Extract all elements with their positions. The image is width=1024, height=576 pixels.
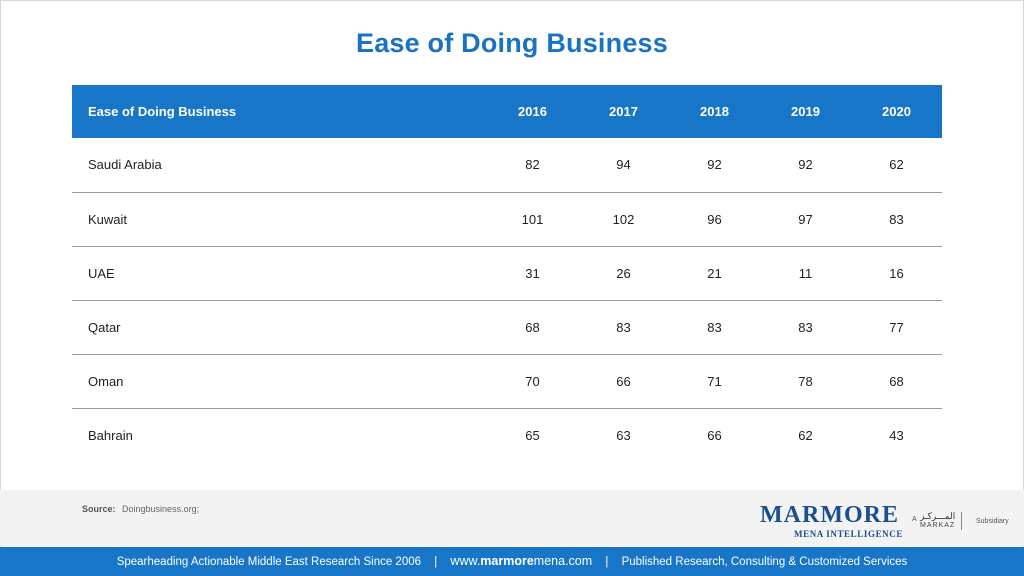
value-cell: 62: [889, 157, 904, 173]
value-cell: 65: [525, 427, 540, 443]
header-cell: 2016: [518, 104, 547, 119]
country-cell: Oman: [88, 373, 124, 389]
footer-tagline: Spearheading Actionable Middle East Rese…: [116, 556, 422, 568]
value-cell: 21: [707, 265, 722, 281]
logo-tagline: MENA INTELLIGENCE: [794, 529, 903, 539]
footer-panel: [0, 490, 1024, 546]
value-cell: 68: [889, 373, 904, 389]
value-cell: 68: [525, 319, 540, 335]
value-cell: 83: [889, 211, 904, 227]
logo-a: A: [912, 516, 917, 523]
value-cell: 31: [525, 265, 540, 281]
table-row: Oman 70 66 71 78 68: [72, 354, 942, 408]
header-cell: 2017: [609, 104, 638, 119]
value-cell: 83: [798, 319, 813, 335]
header-cell: 2019: [791, 104, 820, 119]
footer-bar: Spearheading Actionable Middle East Rese…: [0, 547, 1024, 576]
value-cell: 97: [798, 211, 813, 227]
marmore-logo: MARMORE MENA INTELLIGENCE A المـــركـز M…: [760, 502, 1010, 542]
value-cell: 43: [889, 427, 904, 443]
table-row: Kuwait 101 102 96 97 83: [72, 192, 942, 246]
footer-website-link[interactable]: www.marmoremena.com: [450, 554, 592, 568]
markaz-logo: المـــركـز MARKAZ: [920, 511, 963, 530]
table-header-row: Ease of Doing Business 2016 2017 2018 20…: [72, 85, 942, 138]
header-cell: 2020: [882, 104, 911, 119]
value-cell: 82: [525, 157, 540, 173]
value-cell: 66: [616, 373, 631, 389]
country-cell: Bahrain: [88, 427, 133, 443]
value-cell: 78: [798, 373, 813, 389]
web-suffix: mena.com: [533, 554, 593, 568]
source-label: Source:: [82, 504, 116, 514]
web-prefix: www.: [450, 554, 481, 568]
table-row: Qatar 68 83 83 83 77: [72, 300, 942, 354]
value-cell: 62: [798, 427, 813, 443]
markaz-arabic: المـــركـز: [920, 511, 956, 521]
footer-separator: |: [605, 556, 609, 568]
country-cell: Saudi Arabia: [88, 157, 162, 173]
table-row: UAE 31 26 21 11 16: [72, 246, 942, 300]
logo-wordmark: MARMORE: [760, 502, 899, 528]
markaz-text: MARKAZ: [920, 522, 956, 529]
footer-separator: |: [434, 556, 438, 568]
country-cell: Qatar: [88, 319, 121, 335]
web-bold: marmore: [480, 554, 534, 568]
value-cell: 77: [889, 319, 904, 335]
page-title: Ease of Doing Business: [356, 28, 668, 58]
logo-subsidiary: Subsidiary: [976, 518, 1009, 525]
source-text: Doingbusiness.org;: [122, 504, 200, 514]
country-cell: UAE: [88, 265, 115, 281]
value-cell: 26: [616, 265, 631, 281]
value-cell: 83: [616, 319, 631, 335]
value-cell: 70: [525, 373, 540, 389]
value-cell: 102: [612, 211, 635, 227]
value-cell: 83: [707, 319, 722, 335]
value-cell: 71: [707, 373, 722, 389]
country-cell: Kuwait: [88, 211, 128, 227]
value-cell: 92: [798, 157, 813, 173]
source-note: Source: Doingbusiness.org;: [82, 504, 199, 514]
table-row: Saudi Arabia 82 94 92 92 62: [72, 138, 942, 192]
value-cell: 16: [889, 265, 904, 281]
header-cell: Ease of Doing Business: [88, 104, 237, 119]
value-cell: 66: [707, 427, 722, 443]
value-cell: 63: [616, 427, 631, 443]
value-cell: 11: [798, 265, 813, 281]
ease-of-business-table: Ease of Doing Business 2016 2017 2018 20…: [72, 85, 942, 462]
table-row: Bahrain 65 63 66 62 43: [72, 408, 942, 462]
value-cell: 96: [707, 211, 722, 227]
footer-services: Published Research, Consulting & Customi…: [621, 556, 908, 568]
value-cell: 94: [616, 157, 631, 173]
value-cell: 101: [521, 211, 544, 227]
header-cell: 2018: [700, 104, 729, 119]
value-cell: 92: [707, 157, 722, 173]
